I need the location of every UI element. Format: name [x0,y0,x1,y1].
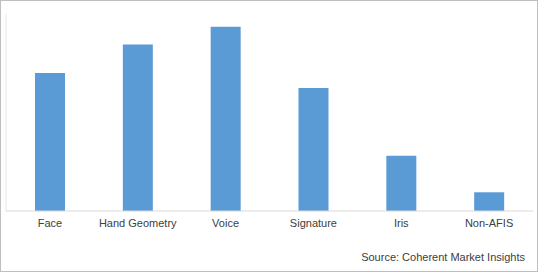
html-text:Source: Coherent Market Insigh: Source: Coherent Market Insights [361,251,525,263]
svg-text:Signature: Signature [290,217,337,229]
svg-text:Hand Geometry: Hand Geometry [99,217,177,229]
svg-text:Voice: Voice [212,217,239,229]
svg-text:Iris: Iris [394,217,409,229]
svg-text:Face: Face [38,217,62,229]
svg-text:Non-AFIS: Non-AFIS [465,217,513,229]
